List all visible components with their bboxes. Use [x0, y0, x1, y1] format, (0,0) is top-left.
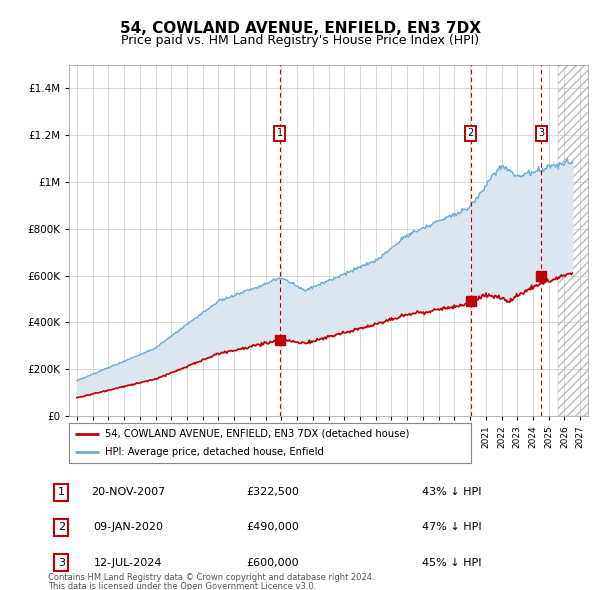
Text: HPI: Average price, detached house, Enfield: HPI: Average price, detached house, Enfi… — [105, 447, 324, 457]
Text: This data is licensed under the Open Government Licence v3.0.: This data is licensed under the Open Gov… — [48, 582, 316, 590]
Text: 20-NOV-2007: 20-NOV-2007 — [91, 487, 165, 497]
Text: £322,500: £322,500 — [246, 487, 299, 497]
Text: £600,000: £600,000 — [246, 558, 299, 568]
Text: Contains HM Land Registry data © Crown copyright and database right 2024.: Contains HM Land Registry data © Crown c… — [48, 573, 374, 582]
Text: Price paid vs. HM Land Registry's House Price Index (HPI): Price paid vs. HM Land Registry's House … — [121, 34, 479, 47]
Text: 09-JAN-2020: 09-JAN-2020 — [93, 523, 163, 532]
Text: 1: 1 — [58, 487, 65, 497]
Text: 54, COWLAND AVENUE, ENFIELD, EN3 7DX (detached house): 54, COWLAND AVENUE, ENFIELD, EN3 7DX (de… — [105, 429, 410, 439]
Text: 3: 3 — [58, 558, 65, 568]
Text: 2: 2 — [467, 129, 473, 138]
Text: 1: 1 — [277, 129, 283, 138]
Text: 47% ↓ HPI: 47% ↓ HPI — [422, 523, 481, 532]
Text: 45% ↓ HPI: 45% ↓ HPI — [422, 558, 481, 568]
Text: 2: 2 — [58, 523, 65, 532]
Text: 54, COWLAND AVENUE, ENFIELD, EN3 7DX: 54, COWLAND AVENUE, ENFIELD, EN3 7DX — [119, 21, 481, 36]
Text: 12-JUL-2024: 12-JUL-2024 — [94, 558, 163, 568]
Text: £490,000: £490,000 — [246, 523, 299, 532]
Text: 43% ↓ HPI: 43% ↓ HPI — [422, 487, 481, 497]
Text: 3: 3 — [538, 129, 544, 138]
